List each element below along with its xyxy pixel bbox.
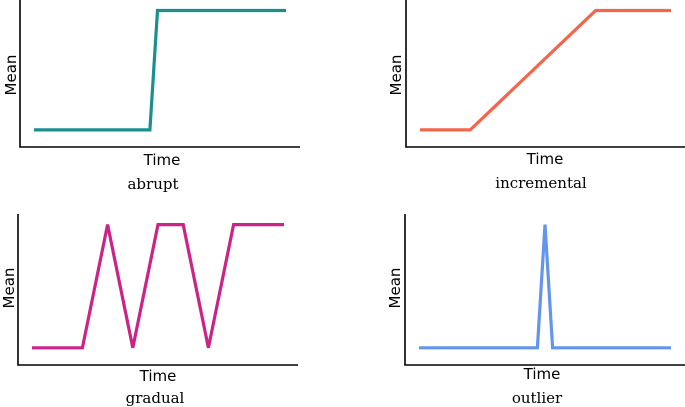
chart-panel-gradual: Mean Time gradual xyxy=(0,214,298,407)
series-layer xyxy=(32,223,284,350)
axis-frame xyxy=(19,0,300,148)
y-axis-label: Mean xyxy=(2,55,20,96)
chart-panel-outlier: Mean Time outlier xyxy=(386,214,685,407)
y-axis-label: Mean xyxy=(0,268,18,309)
panel-caption: abrupt xyxy=(127,175,178,193)
axis-frame xyxy=(404,214,685,366)
series-layer xyxy=(34,8,286,132)
axis-frame xyxy=(405,0,685,148)
series-line-outlier xyxy=(419,224,671,350)
panel-caption: gradual xyxy=(126,389,185,407)
series-line-abrupt xyxy=(34,8,286,132)
y-axis-label: Mean xyxy=(386,268,404,309)
series-layer xyxy=(420,8,671,132)
y-axis-label: Mean xyxy=(387,55,405,96)
x-axis-label: Time xyxy=(143,151,181,169)
axis-frame xyxy=(17,214,298,366)
panel-caption: outlier xyxy=(512,389,563,407)
x-axis-label: Time xyxy=(139,367,177,385)
chart-panel-incremental: Mean Time incremental xyxy=(387,0,685,192)
x-axis-label: Time xyxy=(526,150,564,168)
series-line-gradual xyxy=(32,223,284,350)
series-line-incremental xyxy=(420,8,671,132)
series-layer xyxy=(419,224,671,350)
panel-caption: incremental xyxy=(495,174,587,192)
x-axis-label: Time xyxy=(523,365,561,383)
chart-panel-abrupt: Mean Time abrupt xyxy=(2,0,300,193)
